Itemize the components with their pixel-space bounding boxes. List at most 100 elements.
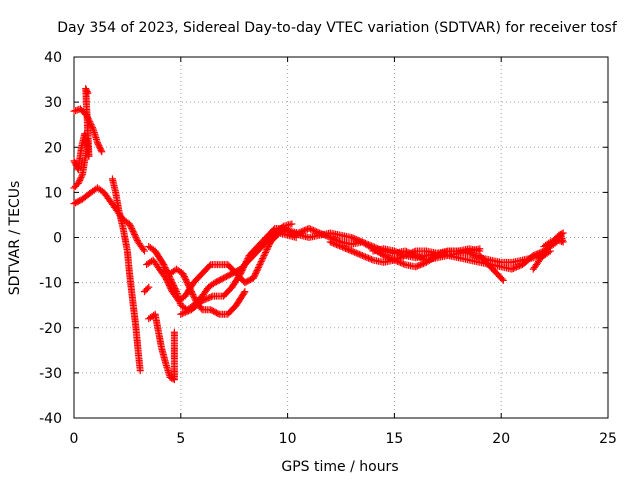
data-point [98, 148, 106, 156]
data-point [288, 220, 296, 228]
data-point [259, 255, 267, 263]
data-point [181, 274, 189, 282]
data-point [397, 250, 405, 258]
y-tick-label: -30 [39, 366, 62, 382]
data-point [250, 273, 258, 281]
x-tick-label: 25 [599, 431, 617, 447]
data-point [512, 263, 520, 271]
data-point [343, 245, 351, 253]
data-point [335, 242, 343, 250]
data-point [467, 250, 475, 258]
data-point [97, 146, 105, 154]
data-point [249, 274, 257, 282]
data-point [263, 246, 271, 254]
data-point [258, 256, 266, 264]
data-point [259, 253, 267, 261]
data-point [261, 250, 269, 258]
data-point [242, 259, 250, 267]
data-point [131, 232, 139, 240]
data-point [204, 294, 212, 302]
data-point [253, 267, 261, 275]
axis-ticks: 0 5 10 15 20 25 -40 -30 -20 -10 0 10 20 30 40 [39, 50, 617, 447]
data-point [185, 282, 193, 290]
data-point [180, 271, 188, 279]
data-point [392, 255, 400, 263]
data-point [392, 248, 400, 256]
data-point [87, 121, 95, 129]
data-point [184, 307, 192, 315]
data-point [395, 249, 403, 257]
data-point [237, 268, 245, 276]
grid [74, 57, 608, 418]
data-point [241, 288, 249, 296]
data-point [200, 296, 208, 304]
data-point [190, 292, 198, 300]
data-point [190, 294, 198, 302]
data-point [313, 228, 321, 236]
data-point [241, 261, 249, 269]
data-point [181, 308, 189, 316]
x-tick-label: 20 [492, 431, 510, 447]
x-tick-label: 0 [70, 431, 79, 447]
data-point [82, 86, 90, 94]
data-point [183, 279, 191, 287]
data-point [299, 227, 307, 235]
data-point [239, 264, 247, 272]
data-point [262, 247, 270, 255]
data-point [294, 229, 302, 237]
data-point [545, 239, 553, 247]
data-point [415, 262, 423, 270]
y-tick-label: -20 [39, 321, 62, 337]
data-point [243, 256, 251, 264]
data-point [416, 261, 424, 269]
data-point [252, 270, 260, 278]
data-point [142, 286, 150, 294]
data-point [332, 241, 340, 249]
data-point [76, 175, 84, 183]
data-point [256, 261, 264, 269]
data-point [130, 229, 138, 237]
data-point [419, 260, 427, 268]
data-point [320, 231, 328, 239]
data-point [306, 225, 314, 233]
data-point [390, 247, 398, 255]
data-point [364, 254, 372, 262]
data-point [180, 309, 188, 317]
y-tick-label: -10 [39, 276, 62, 292]
data-point [96, 145, 104, 153]
x-tick-label: 5 [176, 431, 185, 447]
data-point [334, 241, 342, 249]
data-point [349, 248, 357, 256]
data-point [354, 250, 362, 258]
data-point [201, 295, 209, 303]
data-point [240, 289, 248, 297]
data-point [260, 252, 268, 260]
data-point [166, 283, 174, 291]
data-point [207, 293, 215, 301]
data-point [164, 279, 172, 287]
data-point [421, 259, 429, 267]
data-point [264, 244, 272, 252]
data-point [128, 224, 136, 232]
data-point [557, 231, 565, 239]
data-point [162, 274, 170, 282]
data-point [300, 226, 308, 234]
data-point [316, 229, 324, 237]
data-point [177, 310, 185, 318]
data-point [317, 230, 325, 238]
data-point [77, 173, 85, 181]
data-point [331, 240, 339, 248]
data-point [188, 289, 196, 297]
data-point [361, 253, 369, 261]
data-point [140, 288, 148, 296]
y-tick-label: -40 [39, 411, 62, 427]
data-point [183, 308, 191, 316]
data-point [400, 251, 408, 259]
data-point [76, 176, 84, 184]
data-point [94, 140, 102, 148]
data-point [508, 265, 516, 273]
data-point [180, 273, 188, 281]
y-tick-label: 40 [44, 50, 62, 66]
data-point [126, 220, 134, 228]
data-point [170, 328, 178, 336]
